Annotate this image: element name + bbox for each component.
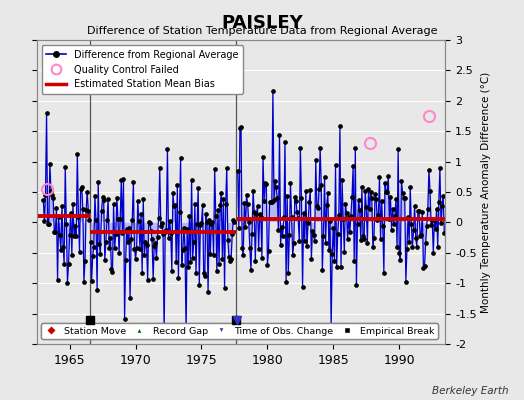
Text: PAISLEY: PAISLEY [221,14,303,32]
Legend: Station Move, Record Gap, Time of Obs. Change, Empirical Break: Station Move, Record Gap, Time of Obs. C… [41,323,438,339]
Y-axis label: Monthly Temperature Anomaly Difference (°C): Monthly Temperature Anomaly Difference (… [481,71,491,313]
Text: Berkeley Earth: Berkeley Earth [432,386,508,396]
Text: Difference of Station Temperature Data from Regional Average: Difference of Station Temperature Data f… [87,26,437,36]
